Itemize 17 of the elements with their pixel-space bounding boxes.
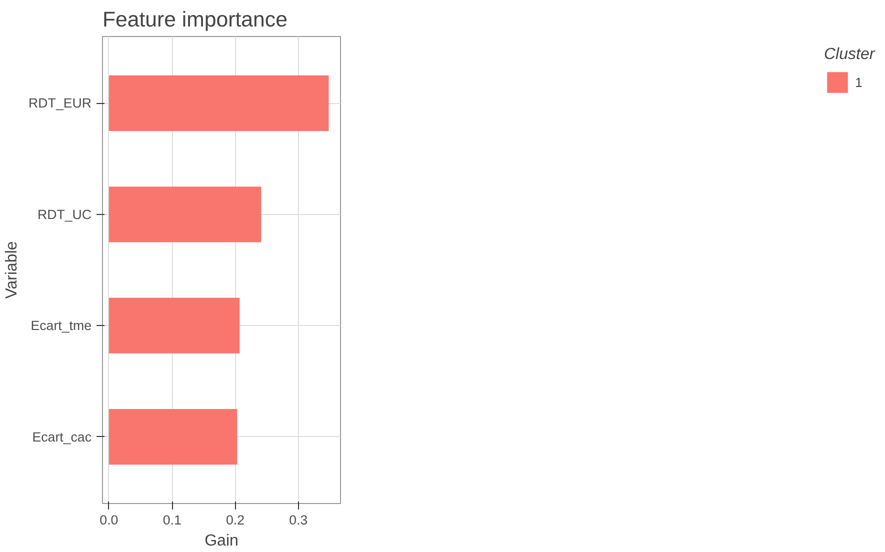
x-axis-title: Gain <box>204 532 238 550</box>
bar <box>108 408 238 465</box>
legend-title: Cluster <box>824 46 875 64</box>
x-tick-label: 0.2 <box>226 512 245 528</box>
bar <box>108 75 329 132</box>
x-tick-label: 0.1 <box>162 512 182 528</box>
legend-label: 1 <box>855 74 864 90</box>
x-tick-label: 0.0 <box>100 512 118 528</box>
y-tick-label: RDT_UC <box>37 206 92 222</box>
chart-title: Feature importance <box>102 8 288 32</box>
x-tick-label: 0.3 <box>289 512 308 528</box>
y-tick-label: Ecart_cac <box>32 429 92 444</box>
bar <box>108 298 240 354</box>
y-axis-title: Variable <box>4 241 21 299</box>
y-tick-label: Ecart_tme <box>30 318 92 334</box>
y-tick-label: RDT_EUR <box>28 96 92 111</box>
bar <box>108 186 262 242</box>
